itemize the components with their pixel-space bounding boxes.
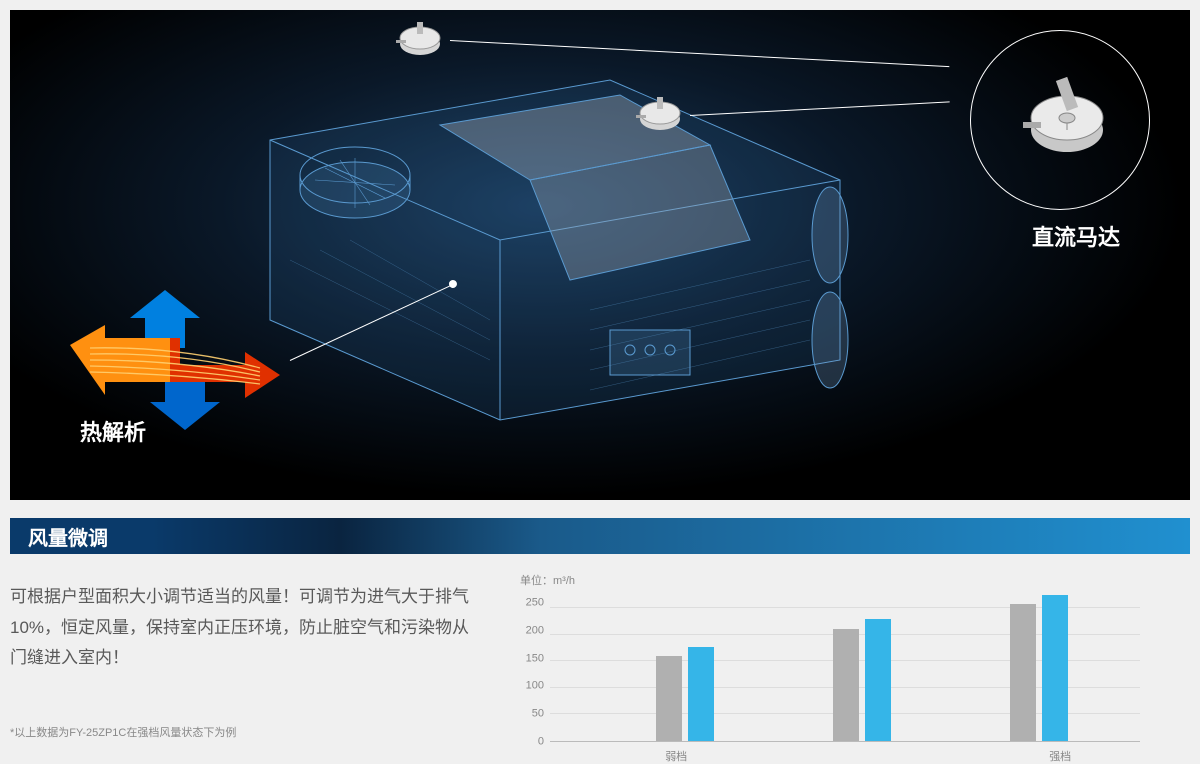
chart-bar-group	[833, 619, 891, 741]
chart-x-label: 弱档	[665, 748, 687, 764]
chart-area: 050100150200250	[520, 592, 1140, 742]
description-column: 可根据户型面积大小调节适当的风量！可调节为进气大于排气10%，恒定风量，保持室内…	[10, 572, 470, 764]
hero-diagram: 直流马达 热解析	[10, 10, 1190, 500]
heat-exchange-label: 热解析	[80, 415, 146, 447]
chart-bar-exhaust	[1010, 604, 1036, 741]
chart-bar-exhaust	[656, 656, 682, 741]
chart-y-tick: 150	[520, 653, 544, 664]
chart-bar-intake	[1042, 595, 1068, 741]
content-row: 可根据户型面积大小调节适当的风量！可调节为进气大于排气10%，恒定风量，保持室内…	[10, 572, 1190, 764]
chart-y-tick: 250	[520, 598, 544, 609]
device-wireframe	[190, 60, 890, 440]
chart-bar-intake	[865, 619, 891, 741]
heat-exchange-icon	[70, 290, 290, 430]
description-text: 可根据户型面积大小调节适当的风量！可调节为进气大于排气10%，恒定风量，保持室内…	[10, 582, 470, 674]
motor-callout	[970, 30, 1150, 210]
section-title: 风量微调	[10, 522, 108, 551]
chart-y-axis: 050100150200250	[520, 592, 544, 742]
section-title-bar: 风量微调	[10, 518, 1190, 554]
motor-icon	[630, 95, 690, 135]
airflow-chart: 单位：m³/h 050100150200250 弱档强档 进气排气	[490, 572, 1190, 764]
chart-y-tick: 50	[520, 709, 544, 720]
motor-icon	[390, 20, 450, 60]
footnote: *以上数据为FY-25ZP1C在强档风量状态下为例	[10, 724, 470, 740]
motor-callout-label: 直流马达	[1032, 220, 1120, 252]
chart-bar-group	[1010, 595, 1068, 741]
chart-bar-intake	[688, 647, 714, 741]
motor-large-icon	[1005, 68, 1115, 173]
chart-x-labels: 弱档 强档	[550, 748, 1190, 764]
chart-bar-exhaust	[833, 629, 859, 742]
chart-y-tick: 100	[520, 681, 544, 692]
chart-plot	[550, 592, 1140, 742]
chart-y-tick: 200	[520, 625, 544, 636]
chart-bar-group	[656, 647, 714, 741]
chart-unit-label: 单位：m³/h	[520, 572, 1190, 588]
chart-y-tick: 0	[520, 736, 544, 747]
chart-x-label: 强档	[1049, 748, 1071, 764]
